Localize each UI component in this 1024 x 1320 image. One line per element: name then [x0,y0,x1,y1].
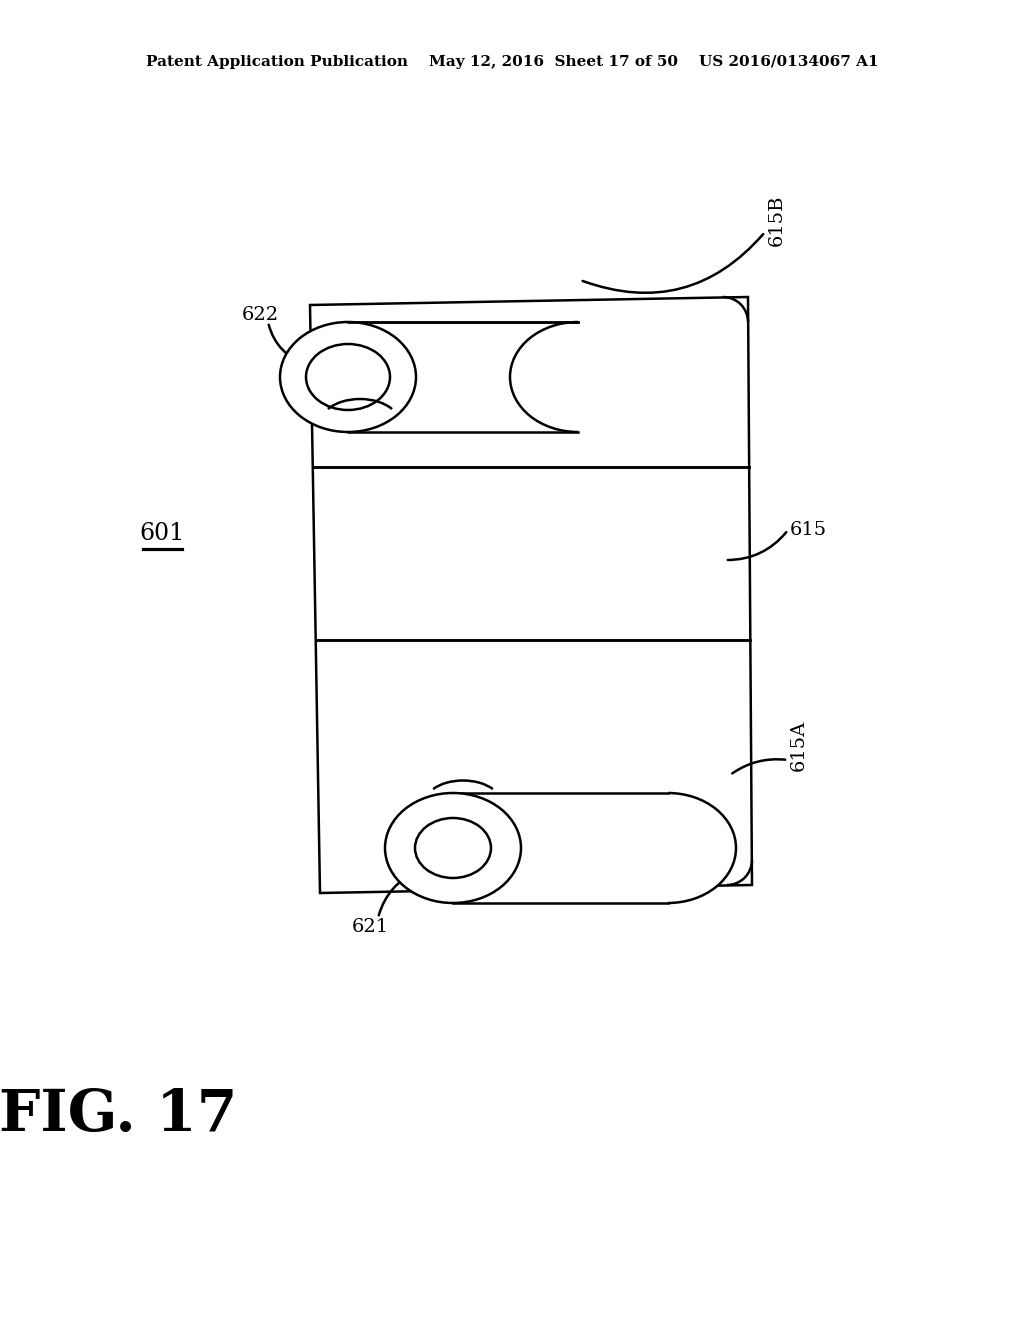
Polygon shape [310,297,752,894]
Polygon shape [453,793,668,903]
Ellipse shape [510,322,646,432]
Ellipse shape [600,793,736,903]
Text: 615A: 615A [790,719,808,771]
Text: 622: 622 [242,306,279,323]
Ellipse shape [385,793,521,903]
Text: 621: 621 [351,917,388,936]
Polygon shape [348,322,578,432]
Ellipse shape [306,345,390,411]
Ellipse shape [415,818,490,878]
Text: 615B: 615B [768,194,786,246]
Ellipse shape [280,322,416,432]
Text: 601: 601 [139,521,184,545]
Text: FIG. 17: FIG. 17 [0,1086,238,1143]
Text: 615: 615 [790,521,827,539]
Text: Patent Application Publication    May 12, 2016  Sheet 17 of 50    US 2016/013406: Patent Application Publication May 12, 2… [145,55,879,69]
